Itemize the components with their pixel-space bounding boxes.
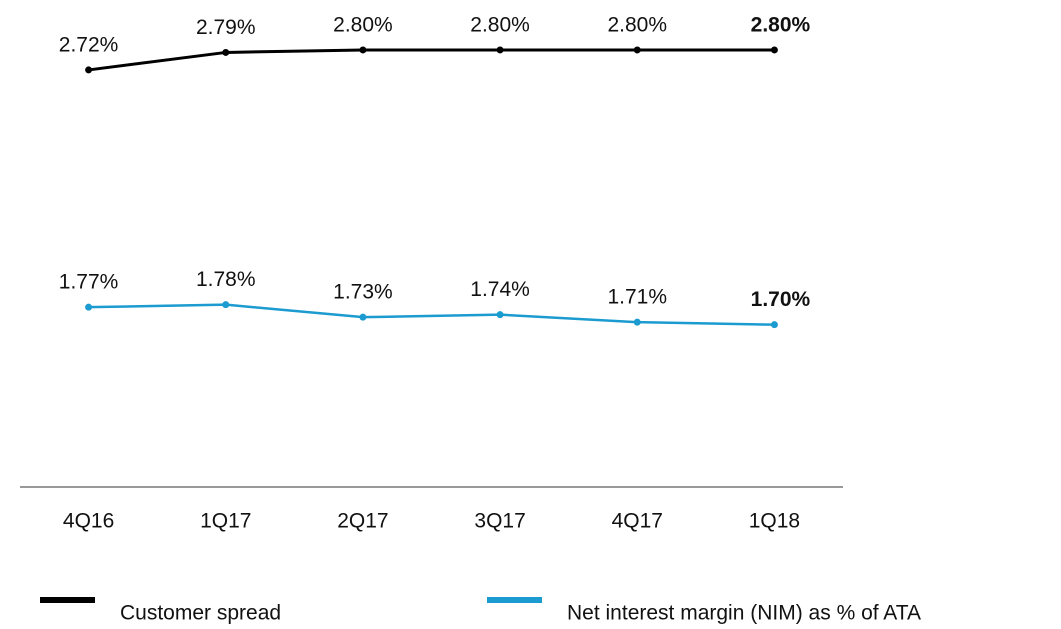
- data-label: 1.70%: [751, 288, 811, 311]
- x-tick-label: 4Q17: [612, 510, 663, 533]
- data-point: [770, 46, 778, 54]
- data-point: [359, 46, 367, 54]
- data-label: 1.74%: [470, 278, 530, 301]
- legend-label: Customer spread: [120, 602, 281, 625]
- legend-swatch: [40, 597, 95, 603]
- data-point: [496, 311, 504, 319]
- data-point: [633, 46, 641, 54]
- data-point: [633, 318, 641, 326]
- data-point: [359, 313, 367, 321]
- x-tick-label: 2Q17: [337, 510, 388, 533]
- data-label: 2.79%: [196, 16, 256, 39]
- data-label: 2.80%: [333, 13, 393, 36]
- data-label: 2.80%: [607, 13, 667, 36]
- x-tick-label: 3Q17: [474, 510, 525, 533]
- data-point: [496, 46, 504, 54]
- series-line: [88, 48, 775, 72]
- data-label: 2.80%: [751, 13, 811, 36]
- data-point: [770, 321, 778, 329]
- data-point: [222, 301, 230, 309]
- x-tick-label: 1Q17: [200, 510, 251, 533]
- data-label: 1.71%: [607, 286, 667, 309]
- data-label: 1.78%: [196, 268, 256, 291]
- x-tick-label: 1Q18: [749, 510, 800, 533]
- data-label: 2.80%: [470, 13, 530, 36]
- data-label: 2.72%: [59, 33, 119, 56]
- series-line: [88, 303, 775, 326]
- data-point: [222, 48, 230, 56]
- data-label: 1.73%: [333, 281, 393, 304]
- data-label: 1.77%: [59, 271, 119, 294]
- x-tick-label: 4Q16: [63, 510, 114, 533]
- data-point: [85, 66, 93, 74]
- legend-swatch: [487, 597, 542, 603]
- legend-label: Net interest margin (NIM) as % of ATA: [567, 602, 921, 625]
- data-point: [85, 303, 93, 311]
